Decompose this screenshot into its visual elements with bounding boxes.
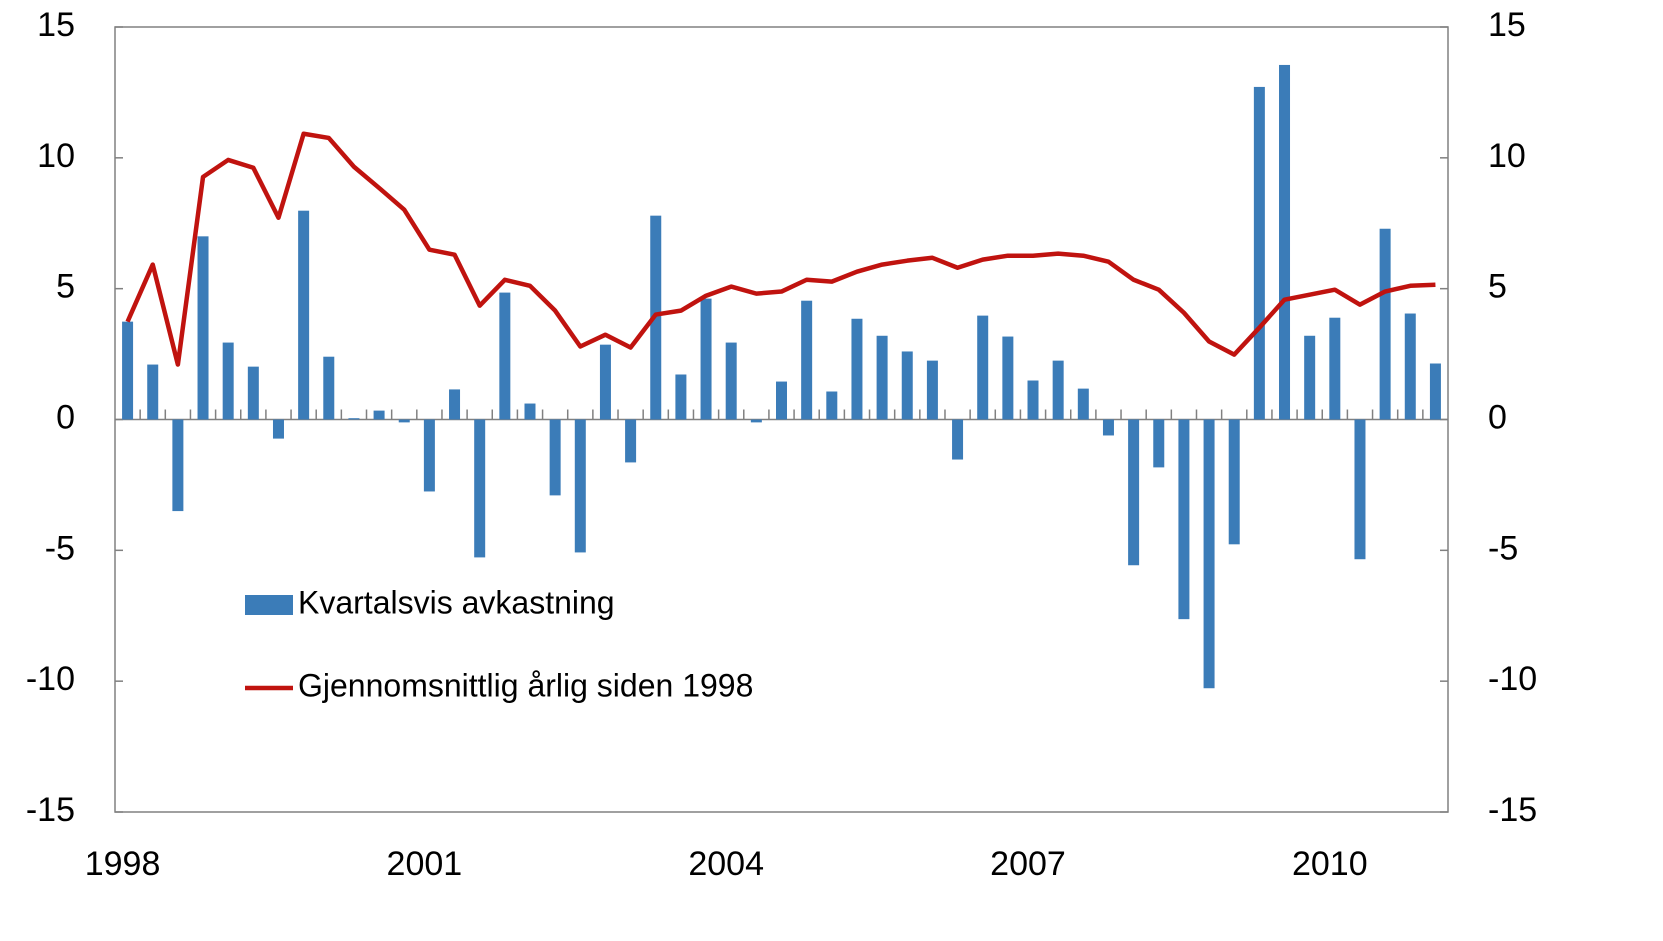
bar (348, 418, 360, 420)
line (125, 131, 1436, 367)
bar (1429, 363, 1441, 420)
legend-label: Gjennomsnittlig årlig siden 1998 (298, 667, 753, 703)
bar (1379, 228, 1391, 420)
y2-tick-label: 0 (1488, 398, 1507, 436)
bar (1329, 317, 1341, 420)
x-tick-label: 1998 (85, 845, 161, 883)
y2-tick-label: 10 (1488, 137, 1526, 175)
x-tick-label: 2004 (688, 845, 764, 883)
bar (147, 364, 159, 420)
y-tick-label: 5 (56, 268, 75, 306)
y2-tick-label: 5 (1488, 268, 1507, 306)
bar (1002, 336, 1014, 420)
legend-swatch (245, 595, 293, 615)
bar (549, 419, 561, 496)
bar (1128, 419, 1140, 566)
bar (1102, 419, 1114, 436)
bar (524, 403, 536, 420)
bar (826, 391, 838, 420)
legend-label: Kvartalsvis avkastning (298, 584, 615, 620)
bar (272, 419, 284, 439)
x-tick-label: 2007 (990, 845, 1066, 883)
bar (1203, 419, 1215, 689)
bar (776, 381, 787, 420)
bar (499, 292, 511, 420)
y2-tick-label: -5 (1488, 529, 1518, 567)
bar (298, 210, 310, 420)
bar (1354, 419, 1366, 560)
bar (122, 321, 134, 420)
bar (197, 236, 209, 420)
bar (599, 344, 611, 420)
bar (700, 298, 712, 420)
x-tick-label: 2001 (387, 845, 463, 883)
bar (952, 419, 964, 460)
bar (474, 419, 486, 558)
bar (1077, 388, 1089, 420)
bar (398, 419, 410, 423)
y-tick-label: 0 (56, 398, 75, 436)
bar (625, 419, 637, 463)
y-tick-label: -10 (26, 660, 75, 698)
bar (1279, 64, 1291, 420)
bar (574, 419, 586, 553)
bar (373, 410, 385, 420)
y-tick-label: 15 (37, 6, 75, 44)
bar (247, 366, 259, 420)
y-tick-label: -5 (45, 529, 75, 567)
bar (801, 300, 813, 420)
bar (1304, 335, 1316, 420)
bar (323, 356, 335, 420)
bar (876, 335, 888, 420)
y2-tick-label: -15 (1488, 791, 1537, 829)
bar (1153, 419, 1165, 468)
bar (901, 351, 913, 420)
bar (750, 419, 762, 423)
bar (423, 419, 435, 492)
bar (725, 342, 737, 420)
bar (926, 360, 938, 420)
bar (1404, 313, 1416, 420)
y-tick-label: -15 (26, 791, 75, 829)
bar (675, 374, 687, 420)
bar (1178, 419, 1190, 620)
x-tick-label: 2010 (1292, 845, 1368, 883)
bar (851, 318, 863, 420)
bar (449, 389, 461, 420)
bar (172, 419, 184, 512)
bar (222, 342, 234, 420)
bar (977, 315, 989, 420)
y-tick-label: 10 (37, 137, 75, 175)
bar (1027, 380, 1039, 420)
y2-tick-label: 15 (1488, 6, 1526, 44)
bar (1228, 419, 1240, 545)
y2-tick-label: -10 (1488, 660, 1537, 698)
bar (1253, 86, 1265, 420)
bar (1052, 360, 1064, 420)
